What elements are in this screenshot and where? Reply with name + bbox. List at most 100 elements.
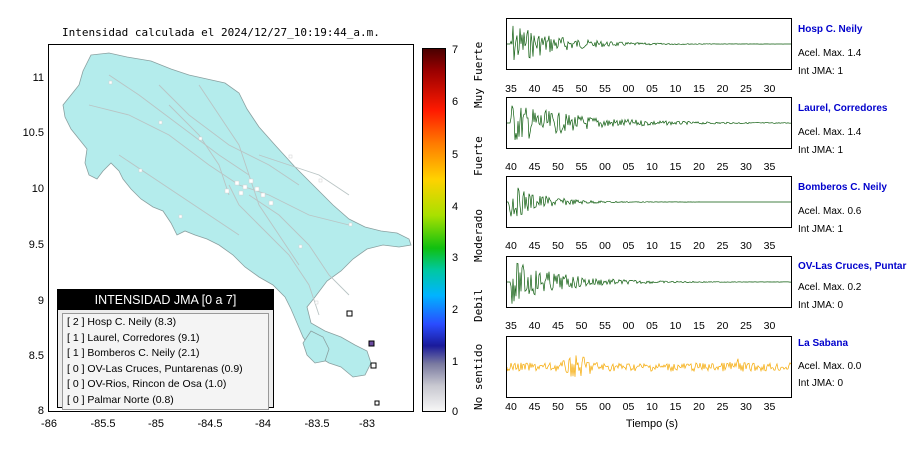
panel-tick-label: 45	[528, 161, 541, 173]
station-name[interactable]: OV-Las Cruces, Puntar	[798, 261, 907, 272]
seismogram-panel[interactable]	[506, 97, 792, 149]
panel-tick-label: 10	[669, 320, 682, 332]
panel-tick-label: 55	[575, 161, 588, 173]
map-ytick: 8	[37, 405, 44, 417]
seismogram-panel[interactable]	[506, 176, 792, 228]
panel-tick-label: 10	[669, 83, 682, 95]
station-int: Int JMA: 1	[798, 145, 844, 156]
seismogram-panel[interactable]	[506, 256, 792, 308]
colorbar-number: 0	[452, 406, 459, 418]
map-ytick: 10.5	[22, 127, 44, 139]
colorbar-number: 1	[452, 356, 459, 368]
intensity-colorbar	[422, 48, 446, 412]
panel-tick-label: 10	[646, 240, 658, 252]
colorbar-number: 7	[452, 44, 459, 56]
station-name[interactable]: Bomberos C. Neily	[798, 182, 887, 193]
panel-tick-label: 45	[528, 401, 541, 413]
panel-tick-label: 30	[763, 83, 776, 95]
colorbar-label-muy-fuerte: Muy Fuerte	[472, 41, 485, 108]
panel-tick-label: 05	[622, 240, 635, 252]
panel-tick-label: 10	[646, 161, 658, 173]
time-axis-label: Tiempo (s)	[625, 418, 679, 430]
station-acel: Acel. Max. 1.4	[798, 48, 862, 59]
panel-tick-label: 30	[740, 161, 752, 173]
legend-list: [ 2 ] Hosp C. Neily (8.3) [ 1 ] Laurel, …	[62, 313, 269, 410]
colorbar-number: 2	[452, 304, 459, 316]
station-acel: Acel. Max. 1.4	[798, 127, 862, 138]
station-acel: Acel. Max. 0.2	[798, 282, 862, 293]
legend-item: [ 1 ] Bomberos C. Neily (2.1)	[67, 347, 200, 360]
seismogram-trace	[507, 25, 791, 61]
panel-tick-label: 20	[716, 320, 729, 332]
map-xtick: -83	[359, 418, 375, 430]
highlighted-stations	[346, 310, 380, 406]
panel-tick-label: 20	[716, 83, 729, 95]
waveform-line	[507, 355, 791, 377]
panel-tick-label: 20	[693, 240, 705, 252]
panel-tick-label: 45	[552, 320, 564, 332]
panel-tick-label: 05	[622, 401, 635, 413]
colorbar-label-moderado: Moderado	[472, 209, 485, 262]
map-xtick: -84	[255, 418, 271, 430]
panel-tick-label: 15	[669, 401, 682, 413]
panel-tick-label: 35	[763, 401, 776, 413]
panel-tick-label: 10	[646, 401, 658, 413]
panel-tick-label: 00	[599, 240, 611, 252]
panel-tick-label: 45	[552, 83, 564, 95]
seismogram-panel[interactable]	[506, 18, 792, 70]
waveform-line	[507, 25, 791, 61]
map-ytick: 9.5	[28, 239, 44, 251]
panel-tick-label: 40	[528, 83, 541, 95]
seismogram-trace	[507, 105, 791, 140]
map-title: Intensidad calculada el 2024/12/27_10:19…	[62, 26, 380, 39]
panel-tick-label: 45	[528, 240, 541, 252]
panel-tick-label: 20	[693, 161, 705, 173]
panel-tick-label: 30	[763, 320, 776, 332]
panel-tick-label: 55	[599, 83, 611, 95]
map-ytick: 11	[32, 72, 44, 84]
panel-tick-label: 00	[599, 401, 611, 413]
seismogram-panel[interactable]	[506, 336, 792, 398]
map-xtick: -85.5	[90, 418, 116, 430]
colorbar-number: 6	[452, 96, 459, 108]
panel-tick-label: 00	[622, 83, 635, 95]
station-markers	[108, 80, 353, 305]
panel-tick-label: 30	[740, 240, 752, 252]
panel-tick-label: 05	[646, 83, 658, 95]
station-int: Int JMA: 0	[798, 300, 844, 311]
map-xtick: -83.5	[304, 418, 330, 430]
legend-item: [ 1 ] Laurel, Corredores (9.1)	[67, 331, 200, 344]
panel-tick-label: 40	[505, 161, 517, 173]
station-acel: Acel. Max. 0.0	[798, 361, 862, 372]
legend-item: [ 0 ] OV-Las Cruces, Puntarenas (0.9)	[67, 362, 243, 375]
station-name[interactable]: Hosp C. Neily	[798, 24, 863, 35]
legend-item: [ 0 ] Palmar Norte (0.8)	[67, 393, 174, 406]
panel-tick-label: 25	[716, 161, 729, 173]
road-network	[88, 74, 350, 316]
legend-item: [ 0 ] OV-Rios, Rincon de Osa (1.0)	[67, 378, 227, 391]
panel-tick-label: 40	[528, 320, 541, 332]
map-ytick: 8.5	[28, 350, 44, 362]
colorbar-number: 3	[452, 252, 459, 264]
waveform-line	[507, 187, 791, 217]
map-xtick: -86	[41, 418, 57, 430]
panel-tick-label: 15	[669, 240, 682, 252]
station-name[interactable]: La Sabana	[798, 338, 849, 349]
legend-item: [ 2 ] Hosp C. Neily (8.3)	[67, 316, 177, 328]
colorbar-number: 5	[452, 149, 459, 161]
panel-tick-label: 00	[622, 320, 635, 332]
panel-tick-label: 40	[505, 240, 517, 252]
panel-tick-label: 25	[716, 240, 729, 252]
seismogram-trace	[507, 355, 791, 377]
panel-tick-label: 50	[575, 320, 588, 332]
station-int: Int JMA: 1	[798, 66, 844, 77]
colorbar-label-no-sentido: No sentido	[472, 343, 485, 410]
panel-tick-label: 35	[763, 161, 776, 173]
map-xtick: -84.5	[197, 418, 223, 430]
panel-tick-label: 25	[716, 401, 729, 413]
station-name[interactable]: Laurel, Corredores	[798, 103, 888, 114]
panel-tick-label: 50	[552, 240, 564, 252]
panel-tick-label: 15	[693, 83, 705, 95]
panel-tick-label: 35	[505, 83, 517, 95]
panel-tick-label: 50	[552, 161, 564, 173]
